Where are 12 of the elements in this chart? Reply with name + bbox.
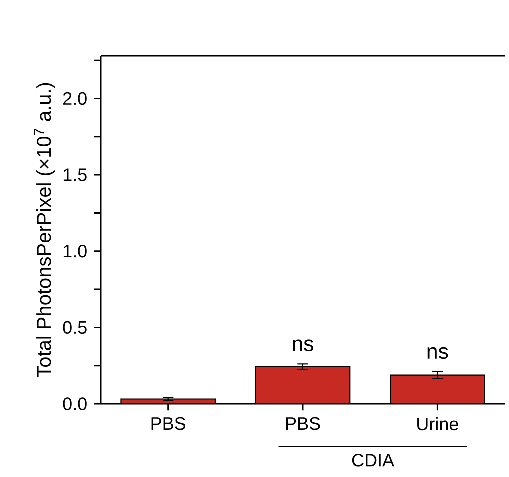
data-label: ns xyxy=(293,340,314,352)
x-tick-label: Urine xyxy=(418,417,458,431)
text: CDIA xyxy=(352,454,395,467)
x-tick-label: PBS xyxy=(152,417,186,430)
y-tick-label: 2.0 xyxy=(63,92,87,106)
y-tick-label: 0.5 xyxy=(63,321,87,334)
y-axis-title: Total PhotonsPerPixel (×10$^{7}$ a.u.) xyxy=(34,83,56,378)
y-tick-label: 0.0 xyxy=(63,398,87,410)
data-label: ns xyxy=(428,347,448,360)
y-tick-label: 1.5 xyxy=(64,168,87,182)
x-tick-label: PBS xyxy=(286,417,320,430)
y-tick-label: 1.0 xyxy=(64,244,87,258)
